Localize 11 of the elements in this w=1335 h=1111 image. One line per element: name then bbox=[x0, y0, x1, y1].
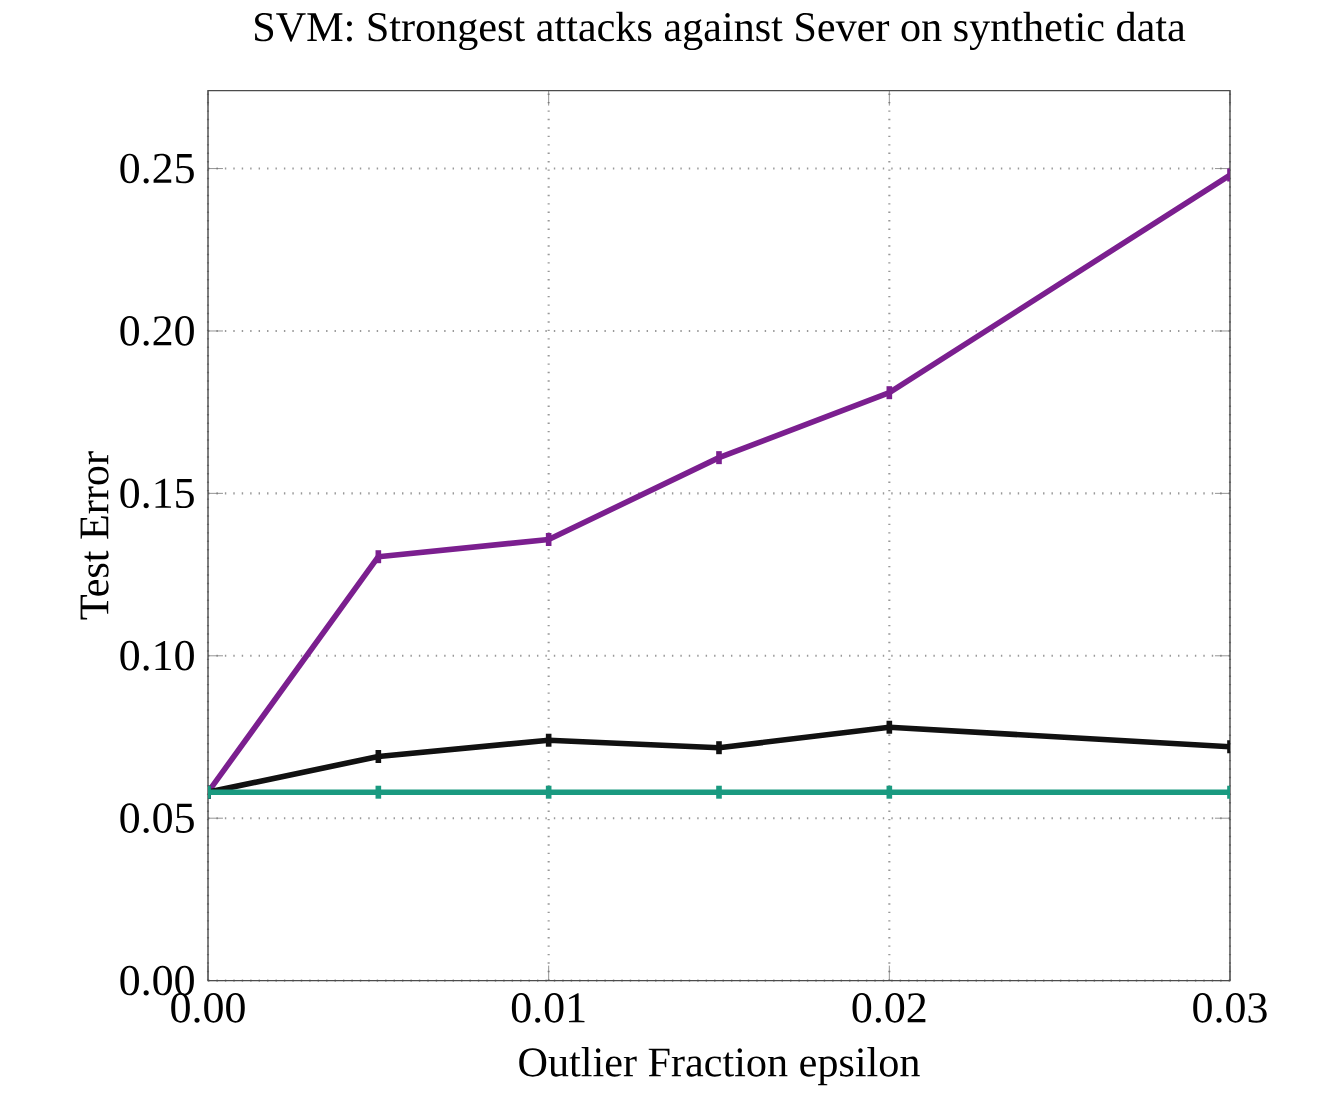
y-tick-label: 0.15 bbox=[120, 478, 194, 509]
chart-title: SVM: Strongest attacks against Sever on synthetic data bbox=[255, 11, 1186, 51]
y-tick-label: 0.25 bbox=[120, 153, 194, 184]
x-tick-label: 0.01 bbox=[511, 993, 585, 1024]
y-tick-label: 0.20 bbox=[120, 316, 194, 347]
x-tick-label: 0.03 bbox=[1193, 993, 1267, 1024]
y-tick-label: 0.10 bbox=[120, 641, 194, 671]
y-tick-label: 0.05 bbox=[120, 803, 194, 834]
x-tick-label: 0.02 bbox=[852, 993, 926, 1024]
y-axis-title: Test Error bbox=[80, 451, 109, 620]
x-axis-title: Outlier Fraction epsilon bbox=[519, 1047, 920, 1086]
